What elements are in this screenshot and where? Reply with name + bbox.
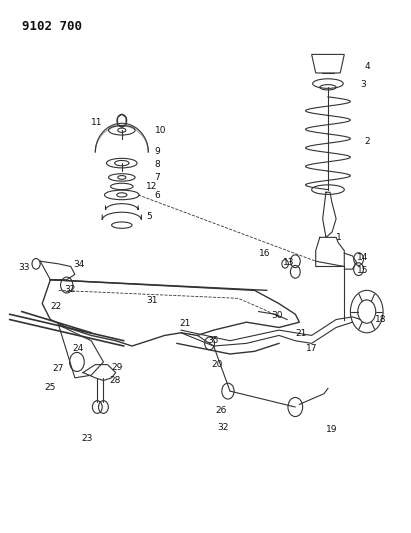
Text: 30: 30 [271,311,282,320]
Text: 4: 4 [365,62,370,71]
Polygon shape [95,123,148,152]
Text: 28: 28 [110,376,121,385]
Text: 20: 20 [212,360,223,369]
Text: 6: 6 [155,191,160,200]
Text: 31: 31 [146,296,158,305]
Text: 16: 16 [259,249,270,258]
Text: 32: 32 [218,423,229,432]
Text: 10: 10 [155,126,166,135]
Text: 14: 14 [356,253,368,262]
Text: 33: 33 [18,263,30,272]
Text: 27: 27 [53,365,64,373]
Text: 3: 3 [360,80,366,89]
Text: 21: 21 [179,319,190,328]
Text: 29: 29 [112,363,123,372]
Text: 32: 32 [65,285,76,294]
Text: 1: 1 [336,233,342,242]
Text: 5: 5 [146,212,152,221]
Text: 9102 700: 9102 700 [22,20,82,33]
Text: 13: 13 [283,259,295,267]
Text: 7: 7 [155,173,160,182]
Text: 34: 34 [73,261,84,269]
Text: 11: 11 [91,118,103,127]
Text: 26: 26 [216,406,227,415]
Text: 15: 15 [356,266,368,274]
Text: 8: 8 [155,160,160,168]
Text: 23: 23 [81,434,92,443]
Text: 22: 22 [51,302,62,311]
Text: 12: 12 [146,182,158,191]
Text: 9: 9 [155,147,160,156]
Text: 24: 24 [73,344,84,353]
Text: 25: 25 [44,383,55,392]
Text: 35: 35 [208,336,219,345]
Text: 17: 17 [305,344,317,353]
Text: 21: 21 [296,329,307,338]
Text: 19: 19 [326,425,337,434]
Text: 2: 2 [365,138,370,147]
Text: 18: 18 [375,315,386,324]
